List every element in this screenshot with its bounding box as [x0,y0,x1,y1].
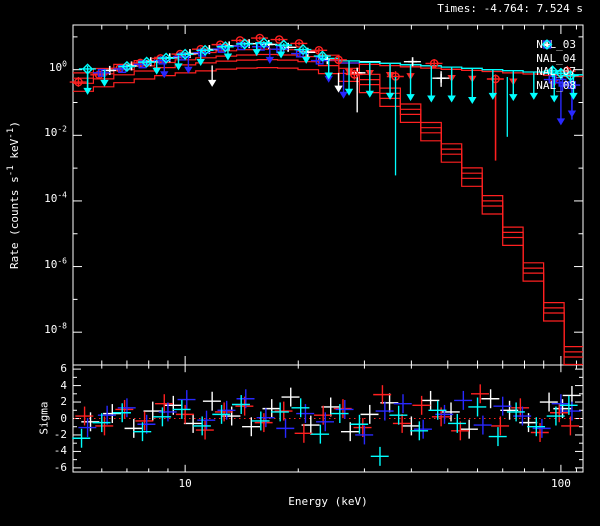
residuals-nal_04 [75,384,580,443]
plot-title-times: Times: -4.764: 7.524 s [437,2,583,15]
y-tick-label: 10-8 [44,321,67,337]
y-tick-label: 10-2 [44,124,67,140]
sigma-tick-label: 4 [60,378,67,392]
y-tick-label: 10-4 [44,190,67,205]
x-tick-label: 10 [178,477,192,490]
model-histograms [73,48,583,366]
legend-label: NAL_08 [536,78,576,92]
legend-entry-nal_08: NAL_08 [536,39,576,93]
sigma-tick-label: -6 [53,460,67,474]
y-tick-label: 100 [48,59,67,74]
legend: NAL_03 NAL_04 NAL_07 NAL_08 [536,38,576,92]
legend-entry-nal_07: NAL_07 [536,40,576,79]
x-axis-title-energy: Energy (keV) [288,495,368,508]
residuals-nal_07 [78,389,581,445]
sigma-tick-label: -2 [53,427,67,441]
panel-frames [72,24,584,473]
sigma-tick-label: 2 [60,395,67,409]
sigma-tick-label: 0 [60,411,67,425]
series-nal_08 [78,37,579,176]
legend-label: NAL_07 [536,65,576,79]
axis-ticks [73,25,583,472]
diamond-marker-icon [541,39,553,50]
legend-label: NAL_04 [536,51,576,65]
series-nal_03 [101,39,450,113]
legend-entry-nal_04: NAL_04 [536,40,576,66]
residuals-nal_03 [81,385,581,442]
sigma-tick-label: 6 [60,362,67,376]
residuals-nal_08 [72,395,578,466]
y-tick-label: 10-6 [44,255,67,271]
x-tick-label: 100 [550,477,571,490]
sigma-tick-label: -4 [53,444,67,458]
y-axis-title-rate: Rate (counts s-1 keV-1) [5,121,21,269]
